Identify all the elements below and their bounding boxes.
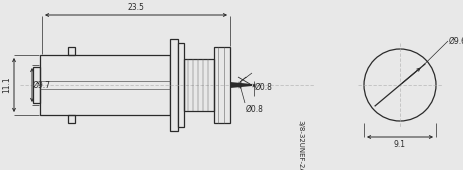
Bar xyxy=(178,43,184,127)
Text: Ø9.7: Ø9.7 xyxy=(33,81,51,89)
Text: Ø9.6: Ø9.6 xyxy=(448,37,463,46)
Text: Ø0.8: Ø0.8 xyxy=(255,82,272,91)
Bar xyxy=(33,67,40,103)
Text: Ø0.8: Ø0.8 xyxy=(245,105,263,114)
Bar xyxy=(213,47,230,123)
Text: 3/8-32UNEF-2A: 3/8-32UNEF-2A xyxy=(296,120,302,170)
Text: 11.1: 11.1 xyxy=(2,77,11,93)
Text: +0.1: +0.1 xyxy=(462,32,463,37)
Bar xyxy=(68,47,75,55)
Bar xyxy=(40,55,169,115)
Bar xyxy=(184,59,213,111)
Text: 23.5: 23.5 xyxy=(127,3,144,12)
Text: 0: 0 xyxy=(462,42,463,47)
Bar xyxy=(68,115,75,123)
Text: 9.1: 9.1 xyxy=(393,140,405,149)
Bar xyxy=(169,39,178,131)
Polygon shape xyxy=(230,82,251,88)
